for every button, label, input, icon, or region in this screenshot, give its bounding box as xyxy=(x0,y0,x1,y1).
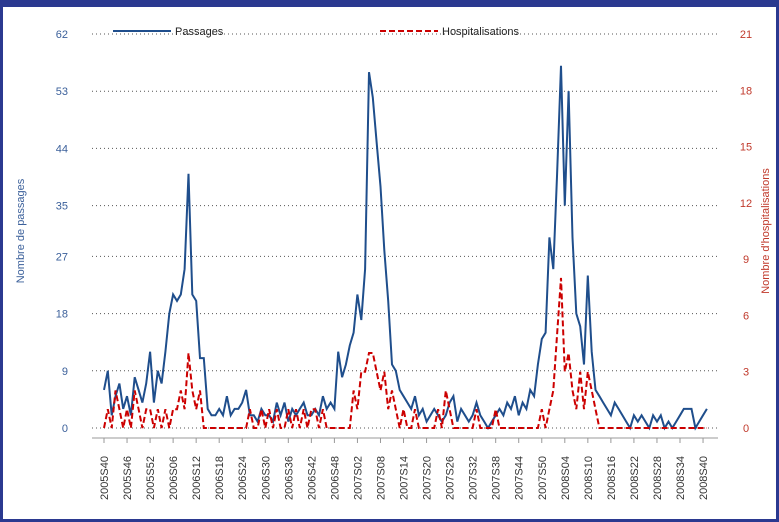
x-tick-label: 2008S16 xyxy=(606,456,618,500)
x-tick-label: 2007S26 xyxy=(445,456,457,500)
series-line xyxy=(103,65,708,431)
x-tick-label: 2005S40 xyxy=(99,456,111,500)
x-tick-label: 2006S18 xyxy=(214,456,226,500)
y2-tick-label: 21 xyxy=(740,29,752,41)
y-tick-label: 27 xyxy=(56,251,68,263)
y2-tick-label: 0 xyxy=(743,423,749,435)
legend-label: Passages xyxy=(175,26,224,38)
x-tick-label: 2008S04 xyxy=(560,456,572,500)
y2-tick-label: 9 xyxy=(743,254,749,266)
y2-axis-title: Nombre d'hospitalisations xyxy=(760,168,772,294)
x-tick-label: 2008S40 xyxy=(698,456,710,500)
top-bar xyxy=(0,0,779,7)
x-tick-label: 2005S52 xyxy=(145,456,157,500)
x-tick-label: 2006S36 xyxy=(283,456,295,500)
x-tick-label: 2008S34 xyxy=(675,456,687,500)
y-tick-label: 62 xyxy=(56,29,68,41)
x-tick-label: 2006S42 xyxy=(306,456,318,500)
legend-label: Hospitalisations xyxy=(442,26,520,38)
x-tick-label: 2007S32 xyxy=(468,456,480,500)
x-tick-label: 2006S06 xyxy=(168,456,180,500)
x-tick-label: 2005S46 xyxy=(122,456,134,500)
y2-tick-label: 12 xyxy=(740,198,752,210)
x-tick-label: 2007S08 xyxy=(375,456,387,500)
x-tick-label: 2007S02 xyxy=(352,456,364,500)
x-tick-label: 2007S20 xyxy=(422,456,434,500)
y2-tick-label: 15 xyxy=(740,142,752,154)
y-tick-label: 0 xyxy=(62,423,68,435)
x-tick-label: 2008S22 xyxy=(629,456,641,500)
y-tick-label: 35 xyxy=(56,201,68,213)
x-tick-label: 2007S38 xyxy=(491,456,503,500)
x-tick-label: 2006S24 xyxy=(237,456,249,500)
y2-tick-label: 3 xyxy=(743,367,749,379)
x-tick-label: 2006S12 xyxy=(191,456,203,500)
x-tick-label: 2008S28 xyxy=(652,456,664,500)
y-axis-title: Nombre de passages xyxy=(15,178,27,283)
x-tick-label: 2008S10 xyxy=(583,456,595,500)
series-line xyxy=(103,277,707,429)
y-tick-label: 18 xyxy=(56,309,68,321)
x-tick-label: 2007S14 xyxy=(399,456,411,500)
x-tick-label: 2007S50 xyxy=(537,456,549,500)
y-tick-label: 9 xyxy=(62,366,68,378)
y2-tick-label: 6 xyxy=(743,310,749,322)
y-tick-label: 53 xyxy=(56,86,68,98)
x-tick-label: 2007S44 xyxy=(514,456,526,500)
x-tick-label: 2006S30 xyxy=(260,456,272,500)
y-tick-label: 44 xyxy=(56,143,68,155)
x-tick-label: 2006S48 xyxy=(329,456,341,500)
y2-tick-label: 18 xyxy=(740,85,752,97)
